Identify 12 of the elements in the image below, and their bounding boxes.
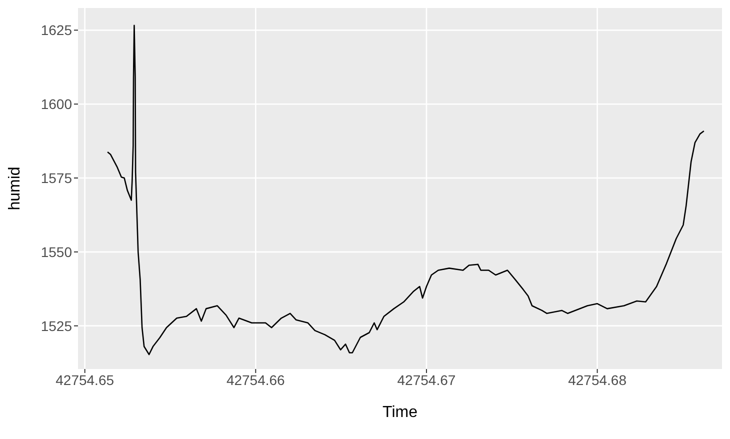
y-tick-label: 1550 [40,244,72,260]
y-tick-label: 1600 [40,96,72,112]
line-series [106,24,705,356]
y-tick-label: 1625 [40,22,72,38]
x-tick-label: 42754.65 [56,372,114,388]
x-tick-label: 42754.68 [568,372,627,388]
y-tick-label: 1575 [40,170,72,186]
x-tick-label: 42754.67 [397,372,456,388]
x-tick-label: 42754.66 [226,372,286,388]
x-axis-title: Time [382,404,418,421]
y-tick-label: 1525 [40,318,72,334]
y-axis-title: humid [6,166,24,210]
